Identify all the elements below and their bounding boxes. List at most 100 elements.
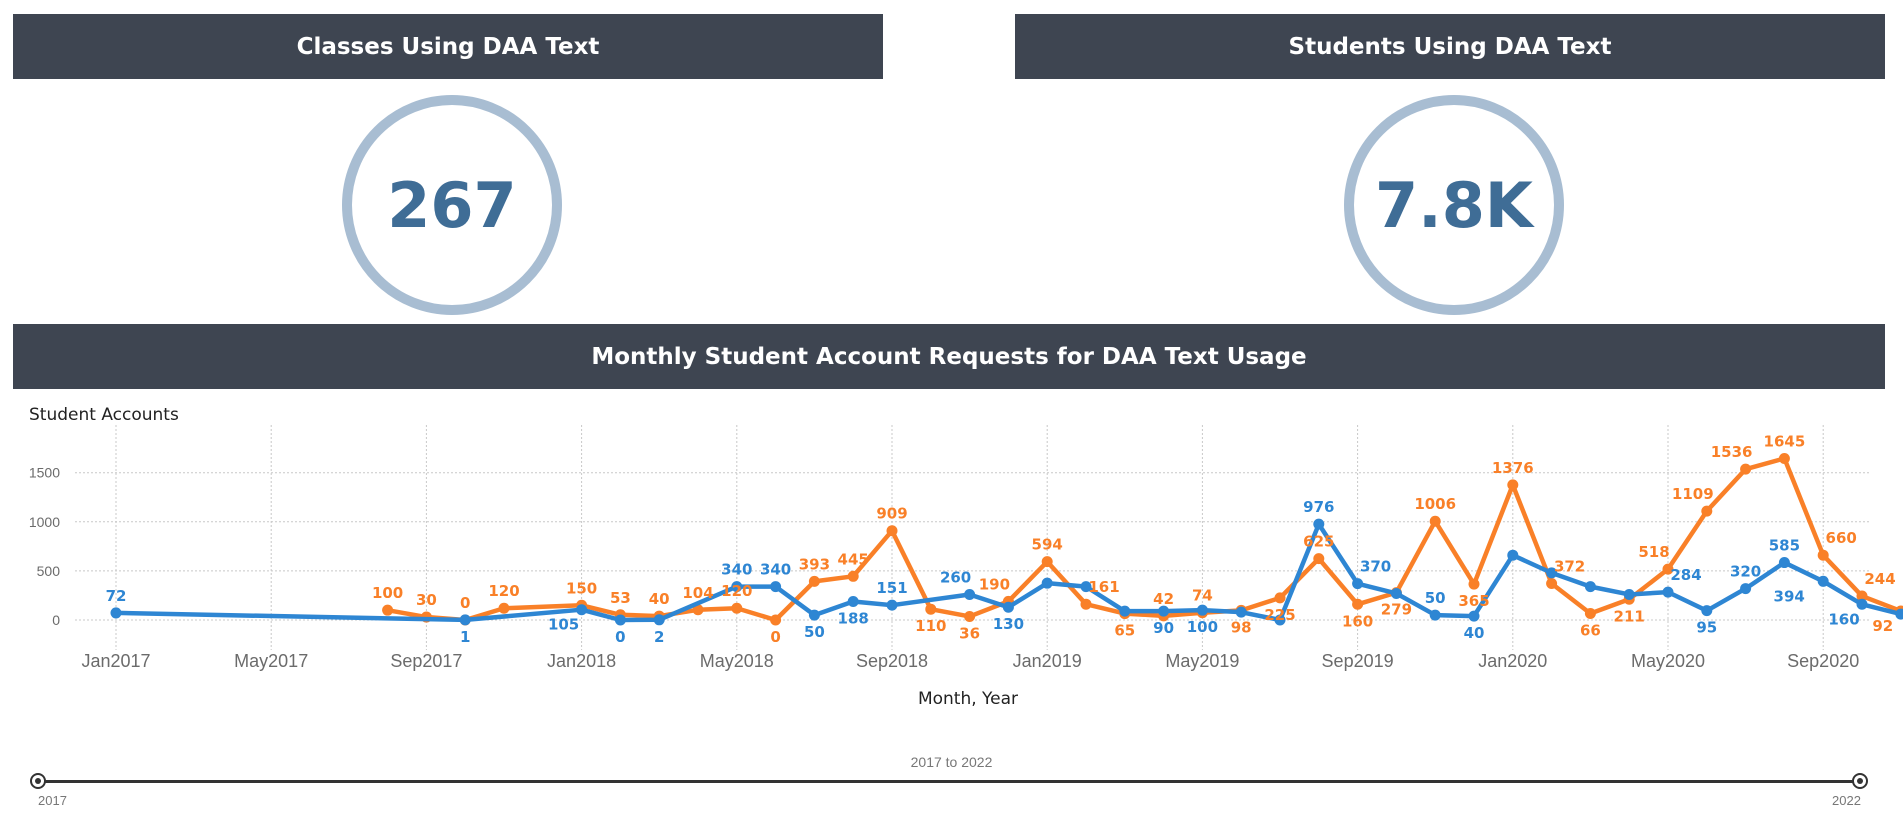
data-point: [1196, 604, 1208, 616]
data-label: 120: [721, 582, 752, 600]
students-kpi-value: 7.8K: [1344, 95, 1564, 315]
data-point: [770, 581, 782, 593]
monthly-requests-chart: Jan2017 May2017 Sep2017 Jan2018 May2018 Sep20…: [29, 405, 1903, 709]
data-label: 36: [959, 624, 980, 642]
data-label: 42: [1153, 590, 1174, 608]
x-tick-label: May2019: [1165, 651, 1239, 671]
data-point: [731, 602, 743, 614]
x-tick-label: May2018: [700, 651, 774, 671]
y-tick-label: 0: [52, 612, 60, 628]
data-point: [1740, 583, 1752, 595]
data-point: [692, 604, 704, 616]
data-point: [1119, 605, 1131, 617]
data-label: 518: [1638, 543, 1669, 561]
data-point: [614, 614, 626, 626]
data-point: [498, 602, 510, 614]
range-start-handle[interactable]: [30, 773, 46, 789]
data-point: [1623, 588, 1635, 600]
data-label: 0: [615, 628, 625, 646]
data-label: 105: [548, 616, 579, 634]
data-label: 0: [770, 628, 780, 646]
data-point: [1817, 549, 1829, 561]
data-point: [1778, 452, 1790, 464]
data-point: [1274, 614, 1286, 626]
data-point: [847, 596, 859, 608]
data-label: 1006: [1414, 495, 1456, 513]
x-tick-label: Jan2020: [1478, 651, 1547, 671]
y-tick-label: 1500: [29, 465, 60, 481]
data-point: [808, 609, 820, 621]
data-point: [1390, 587, 1402, 599]
data-label: 211: [1614, 607, 1645, 625]
data-label: 160: [1342, 612, 1373, 630]
data-label: 320: [1730, 563, 1761, 581]
data-point: [1041, 577, 1053, 589]
data-label: 976: [1303, 498, 1334, 516]
data-label: 279: [1381, 601, 1412, 619]
data-label: 365: [1458, 592, 1489, 610]
data-point: [770, 614, 782, 626]
data-point: [1701, 505, 1713, 517]
data-point: [1662, 563, 1674, 575]
y-axis-title: Student Accounts: [29, 405, 179, 425]
data-point: [1662, 586, 1674, 598]
data-label: 151: [876, 579, 907, 597]
x-tick-label: Sep2020: [1787, 651, 1859, 671]
data-label: 284: [1670, 566, 1701, 584]
data-label: 40: [1464, 624, 1485, 642]
x-tick-label: May2017: [234, 651, 308, 671]
data-point: [1740, 463, 1752, 475]
data-label: 92: [1872, 617, 1893, 635]
data-label: 340: [721, 561, 752, 579]
monthly-chart-title: Monthly Student Account Requests for DAA…: [13, 324, 1885, 389]
data-label: 1645: [1764, 432, 1806, 450]
data-label: 160: [1828, 610, 1859, 628]
data-point: [1507, 549, 1519, 561]
data-label: 260: [940, 568, 971, 586]
data-point: [1429, 515, 1441, 527]
data-point: [1274, 592, 1286, 604]
data-label: 40: [649, 590, 670, 608]
data-label: 2: [654, 628, 664, 646]
data-point: [1895, 608, 1903, 620]
x-tick-label: Jan2019: [1013, 651, 1082, 671]
x-tick-label: Jan2018: [547, 651, 616, 671]
x-tick-label: Jan2017: [81, 651, 150, 671]
data-label: 130: [993, 615, 1024, 633]
data-label: 120: [488, 582, 519, 600]
data-label: 0: [460, 594, 470, 612]
data-label: 100: [1187, 618, 1218, 636]
data-point: [110, 607, 122, 619]
data-point: [1778, 557, 1790, 569]
x-tick-label: Sep2018: [856, 651, 928, 671]
data-point: [459, 614, 471, 626]
data-point: [964, 610, 976, 622]
data-point: [1856, 598, 1868, 610]
data-label: 190: [979, 575, 1010, 593]
data-point: [1429, 609, 1441, 621]
data-label: 660: [1826, 529, 1857, 547]
data-label: 370: [1360, 558, 1391, 576]
data-point: [1352, 578, 1364, 590]
data-label: 244: [1864, 570, 1895, 588]
data-point: [1352, 598, 1364, 610]
data-label: 53: [610, 589, 631, 607]
data-point: [1546, 577, 1558, 589]
data-label: 393: [799, 555, 830, 573]
data-label: 1536: [1711, 443, 1753, 461]
data-point: [1235, 606, 1247, 618]
data-point: [1856, 590, 1868, 602]
data-point: [1507, 479, 1519, 491]
data-label: 100: [372, 584, 403, 602]
data-point: [731, 581, 743, 593]
y-tick-label: 1000: [29, 514, 60, 530]
x-axis-title: Month, Year: [918, 689, 1018, 709]
date-range-slider-track[interactable]: [38, 780, 1860, 783]
classes-kpi-value: 267: [342, 95, 562, 315]
classes-panel-title: Classes Using DAA Text: [13, 14, 883, 79]
data-point: [1313, 553, 1325, 565]
range-end-handle[interactable]: [1852, 773, 1868, 789]
data-label: 225: [1264, 606, 1295, 624]
data-point: [382, 604, 394, 616]
x-tick-label: May2020: [1631, 651, 1705, 671]
